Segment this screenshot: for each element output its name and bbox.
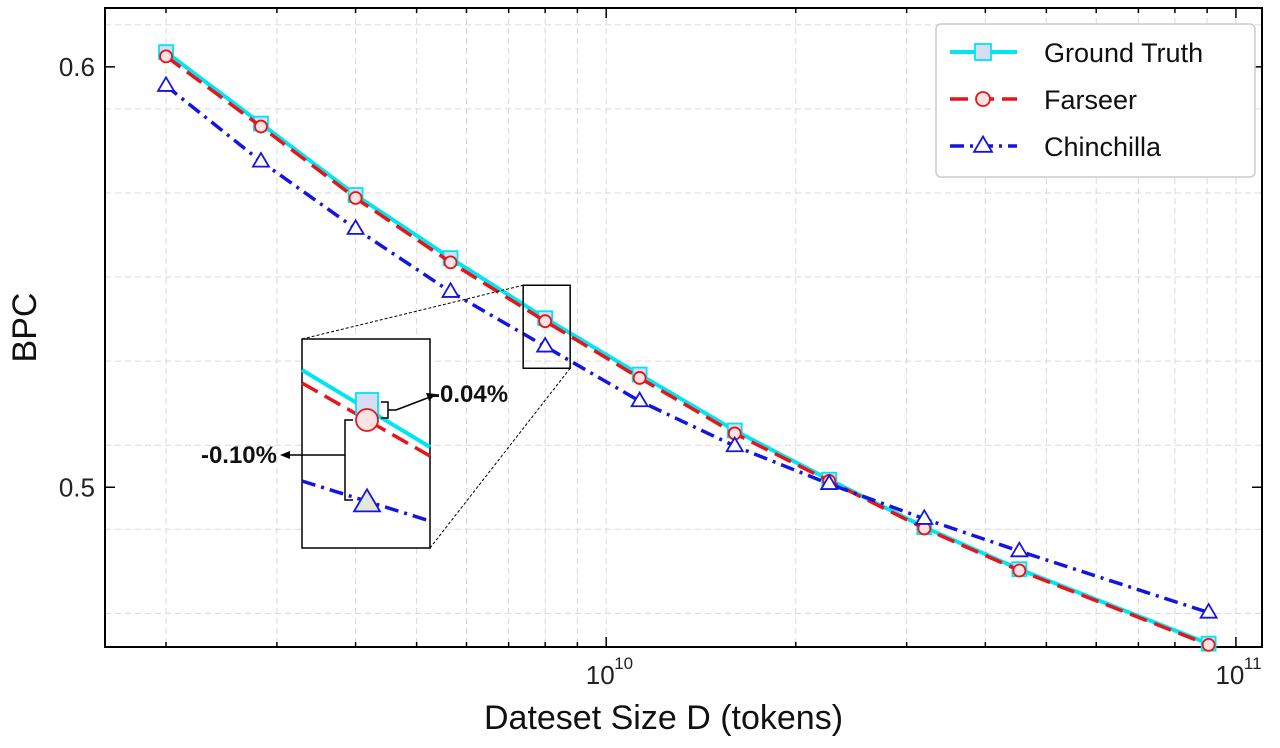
zoom-source-box xyxy=(522,284,571,370)
data-point xyxy=(1012,563,1027,578)
arrow-farseer xyxy=(395,396,431,411)
x-tick-label: 10 11 xyxy=(1215,654,1261,690)
data-point xyxy=(914,508,934,525)
x-tick-base: 10 xyxy=(1215,660,1244,690)
data-point xyxy=(1201,637,1216,652)
data-point xyxy=(251,151,271,168)
legend-item: Chinchilla xyxy=(950,132,1162,162)
y-tick-label: 0.6 xyxy=(59,52,95,82)
bracket-farseer xyxy=(381,401,396,419)
zoom-connector xyxy=(301,284,524,340)
legend-marker xyxy=(974,43,992,61)
data-point xyxy=(632,371,647,385)
legend-label: Ground Truth xyxy=(1044,38,1203,68)
legend-label: Farseer xyxy=(1044,85,1137,115)
inset-chinchilla-marker xyxy=(352,487,382,513)
legend-marker xyxy=(975,91,991,107)
plot-frame xyxy=(104,7,1263,648)
data-point xyxy=(1009,540,1029,558)
zoom-connector xyxy=(429,367,571,549)
annotation-farseer-error: -0.04% xyxy=(432,381,508,408)
series-chinchilla xyxy=(156,75,1219,619)
x-tick-exponent: 11 xyxy=(1244,654,1262,673)
data-point xyxy=(538,314,553,329)
x-tick-label: 10 10 xyxy=(586,654,633,690)
data-point xyxy=(440,281,461,298)
legend-label: Chinchilla xyxy=(1044,132,1162,162)
series-line xyxy=(164,84,1210,615)
annotation-chinchilla-error: -0.10% xyxy=(201,442,277,469)
arrowhead xyxy=(280,451,290,459)
data-point xyxy=(159,49,173,64)
legend: Ground Truth Farseer Chinchilla xyxy=(935,23,1256,178)
arrowhead xyxy=(426,393,436,401)
data-point xyxy=(819,473,839,490)
data-point xyxy=(156,75,176,92)
bracket-chinchilla xyxy=(336,419,353,501)
data-point xyxy=(443,255,458,270)
zoom-annotation: -0.04% -0.10% xyxy=(201,284,571,549)
data-point xyxy=(535,336,555,353)
x-axis-label: Dateset Size D (tokens) xyxy=(484,699,843,737)
x-tick-base: 10 xyxy=(586,660,615,690)
inset-farseer-marker xyxy=(355,408,379,432)
data-point xyxy=(1199,602,1219,619)
legend-item: Farseer xyxy=(950,85,1137,115)
y-tick-label: 0.5 xyxy=(59,472,95,502)
data-point xyxy=(630,390,650,408)
legend-item: Ground Truth xyxy=(950,38,1203,68)
zoom-inset-box xyxy=(301,338,431,549)
legend-marker xyxy=(972,134,994,153)
y-axis-label: BPC xyxy=(6,293,44,363)
x-tick-exponent: 10 xyxy=(614,654,633,673)
legend-box xyxy=(935,23,1256,178)
data-point xyxy=(725,435,745,453)
data-point xyxy=(348,191,363,205)
data-point xyxy=(346,218,366,235)
data-point xyxy=(254,119,268,134)
